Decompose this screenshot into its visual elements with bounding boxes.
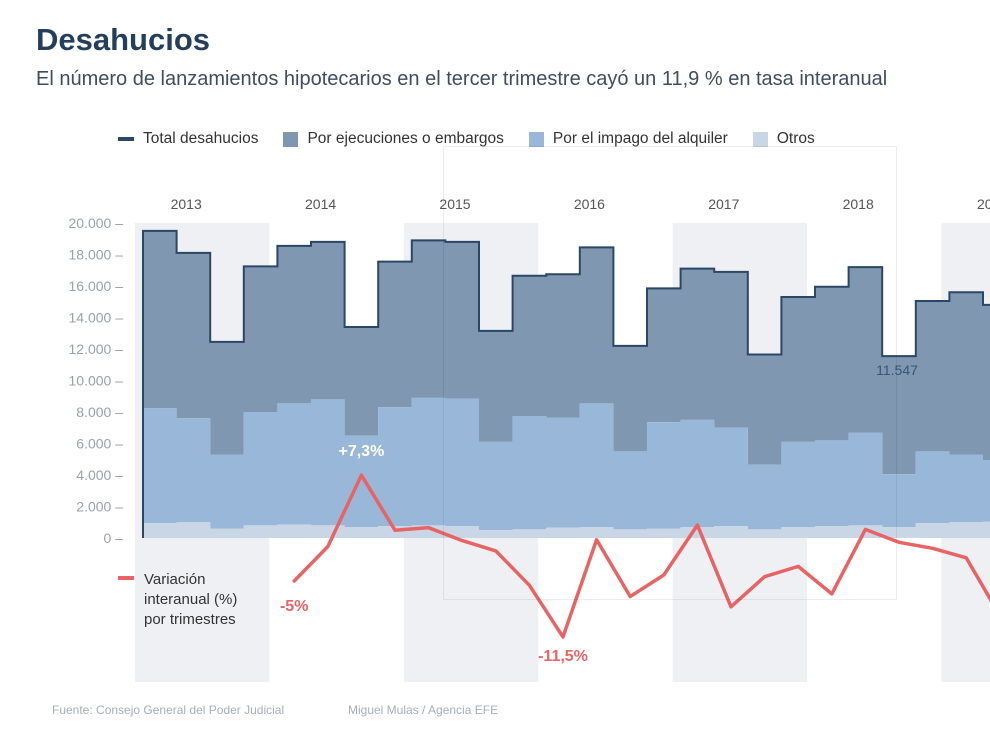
legend-swatch-variation xyxy=(118,576,134,580)
year-label: 2019 xyxy=(977,196,990,212)
y-tick-label: 18.000 – xyxy=(69,247,124,263)
chart-title: Desahucios xyxy=(36,22,211,57)
total-desahucios-line xyxy=(142,229,990,538)
efe-watermark xyxy=(443,146,897,600)
year-label: 2014 xyxy=(305,196,336,212)
legend-label-total: Total desahucios xyxy=(143,130,259,147)
annotations: -5% +7,3% -11,5% 11.547 xyxy=(280,362,918,665)
year-label: 2016 xyxy=(574,196,605,212)
y-tick-label: 0 – xyxy=(104,530,124,546)
y-tick-label: 6.000 – xyxy=(76,436,123,452)
legend-item-total: Total desahucios xyxy=(118,130,258,148)
variation-group: Variación interanual (%) por trimestres xyxy=(118,473,990,639)
legend-swatch-embargos xyxy=(283,131,299,147)
variation-legend-label: Variación xyxy=(144,571,205,588)
total-line-group xyxy=(142,229,990,538)
legend-label-otros: Otros xyxy=(776,130,815,147)
legend-item-embargos: Por ejecuciones o embargos xyxy=(283,130,504,148)
area-otros xyxy=(143,521,990,538)
area-alquiler xyxy=(143,397,990,531)
variation-legend-label: interanual (%) xyxy=(144,591,237,608)
year-label: 2017 xyxy=(708,196,739,212)
y-tick-label: 10.000 – xyxy=(69,373,124,389)
area-embargos xyxy=(143,230,990,475)
legend-item-alquiler: Por el impago del alquiler xyxy=(528,130,728,148)
variation-legend-label: por trimestres xyxy=(144,611,236,628)
legend-label-embargos: Por ejecuciones o embargos xyxy=(307,130,504,147)
y-tick-label: 12.000 – xyxy=(69,341,124,357)
y-tick-label: 16.000 – xyxy=(69,278,124,294)
year-labels: 2013 2014 2015 2016 2017 2018 2019 xyxy=(171,196,990,212)
year-label: 2013 xyxy=(171,196,202,212)
y-tick-label: 8.000 – xyxy=(76,404,123,420)
chart-subtitle: El número de lanzamientos hipotecarios e… xyxy=(36,68,888,90)
variation-annotation: +7,3% xyxy=(338,443,384,460)
legend-label-alquiler: Por el impago del alquiler xyxy=(552,130,728,147)
y-tick-label: 20.000 – xyxy=(69,215,124,231)
y-axis: 0 – 2.000 – 4.000 – 6.000 – 8.000 – 10.000 – 1… xyxy=(69,215,124,546)
y-tick-label: 2.000 – xyxy=(76,499,123,515)
legend-swatch-otros xyxy=(752,131,768,147)
legend-swatch-alquiler xyxy=(528,131,544,147)
source-note: Fuente: Consejo General del Poder Judici… xyxy=(52,703,285,717)
legend-swatch-total xyxy=(118,137,134,141)
variation-line xyxy=(292,473,990,639)
year-label: 2015 xyxy=(439,196,470,212)
y-tick-label: 4.000 – xyxy=(76,467,123,483)
total-annotation: 11.547 xyxy=(876,362,918,378)
stacked-areas xyxy=(143,230,990,538)
chart-legend: Total desahucios Por ejecuciones o embar… xyxy=(118,129,840,149)
legend-item-otros: Otros xyxy=(752,130,815,148)
variation-annotation: -11,5% xyxy=(538,648,588,665)
y-tick-label: 14.000 – xyxy=(69,310,124,326)
year-label: 2018 xyxy=(843,196,874,212)
credit-note: Miguel Mulas / Agencia EFE xyxy=(348,703,499,717)
variation-annotation: -5% xyxy=(280,598,308,615)
